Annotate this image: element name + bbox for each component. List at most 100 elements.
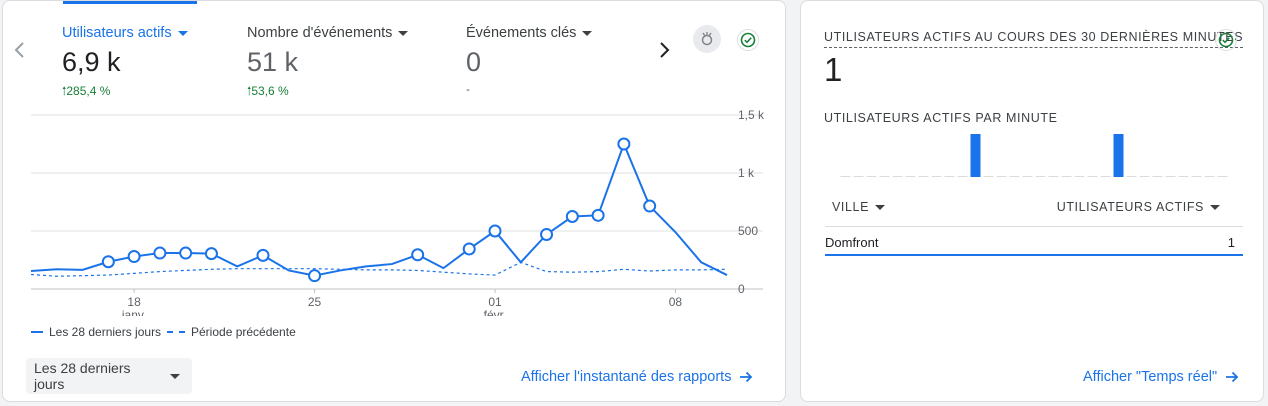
series-previous-line — [30, 261, 728, 277]
minute-bar — [1178, 176, 1189, 177]
data-point — [540, 227, 554, 241]
x-tick-sublabel: janv. — [121, 308, 146, 316]
minute-bar — [853, 176, 864, 177]
legend-previous: Période précédente — [167, 325, 296, 339]
metric-label[interactable]: Événements clés — [466, 25, 593, 41]
minute-bar — [1061, 176, 1072, 177]
data-point — [488, 224, 502, 238]
metric-name: Événements clés — [466, 25, 577, 41]
minute-bar — [1191, 176, 1202, 177]
insights-icon[interactable] — [693, 25, 721, 53]
table-divider — [825, 226, 1243, 227]
x-tick-label: 08 — [669, 295, 683, 309]
metric-name: Utilisateurs actifs — [62, 25, 172, 41]
metric-label[interactable]: Nombre d'événements — [247, 25, 409, 41]
view-snapshot-link[interactable]: Afficher l'instantané des rapports — [521, 369, 753, 385]
check-circle-icon[interactable] — [737, 29, 759, 51]
minute-bar — [1048, 176, 1059, 177]
chevron-left-icon[interactable] — [13, 39, 27, 65]
legend-solid-swatch — [31, 331, 43, 333]
x-tick-label: 25 — [308, 295, 322, 309]
minute-bar — [983, 176, 994, 177]
delta-value: 285,4 % — [66, 84, 111, 98]
arrow-up-icon: 🠑 — [247, 84, 252, 98]
active-metric-indicator — [63, 1, 197, 4]
minute-bar — [1165, 176, 1176, 177]
y-tick-label: 0 — [738, 282, 745, 296]
metric-value: 51 k — [247, 47, 299, 77]
column-header-active-users[interactable]: UTILISATEURS ACTIFS — [1057, 200, 1220, 214]
minute-bar — [1087, 176, 1098, 177]
data-point — [256, 248, 270, 262]
y-tick-label: 1,5 k — [738, 108, 765, 122]
minute-bar — [1022, 176, 1033, 177]
minute-bar — [1139, 176, 1150, 177]
column-city-label: VILLE — [832, 200, 870, 214]
arrow-right-icon — [1226, 371, 1239, 383]
data-point — [462, 242, 476, 256]
arrow-up-icon: 🠑 — [62, 84, 67, 98]
caret-down-icon — [1210, 204, 1220, 210]
metric-delta: 🠑53,6 % — [247, 82, 408, 103]
data-point — [591, 208, 605, 222]
metric-key-events[interactable]: Événements clés 0 - — [466, 25, 593, 96]
date-range-label: Les 28 derniers jours — [34, 360, 131, 392]
snapshot-link-label: Afficher l'instantané des rapports — [521, 369, 732, 385]
data-point — [411, 248, 425, 262]
minute-bar — [1074, 176, 1085, 177]
y-tick-label: 500 — [738, 224, 758, 238]
metric-label[interactable]: Utilisateurs actifs — [62, 25, 188, 41]
minute-bar — [931, 176, 942, 177]
caret-down-icon — [398, 30, 409, 36]
realtime-title[interactable]: UTILISATEURS ACTIFS AU COURS DES 30 DERN… — [824, 30, 1244, 48]
date-range-dropdown[interactable]: Les 28 derniers jours — [26, 358, 192, 394]
caret-down-icon — [875, 204, 886, 210]
realtime-card: UTILISATEURS ACTIFS AU COURS DES 30 DERN… — [800, 0, 1264, 402]
data-point — [617, 137, 631, 151]
view-realtime-link[interactable]: Afficher "Temps réel" — [1083, 369, 1239, 385]
delta-value: 53,6 % — [251, 84, 289, 98]
minute-bar — [918, 176, 929, 177]
metric-active-users[interactable]: Utilisateurs actifs 6,9 k 🠑285,4 % — [62, 25, 188, 103]
metric-delta: 🠑285,4 % — [62, 82, 188, 103]
caret-down-icon — [170, 373, 180, 379]
metric-value: 0 — [466, 47, 482, 77]
minute-bar — [970, 134, 981, 177]
data-point — [127, 250, 141, 264]
series-current-line — [30, 141, 728, 277]
check-circle-icon[interactable] — [1215, 29, 1237, 51]
chevron-right-icon[interactable] — [658, 41, 670, 64]
table-row[interactable]: Domfront 1 — [825, 227, 1243, 256]
minute-bar — [1009, 176, 1020, 177]
y-tick-label: 1 k — [738, 166, 755, 180]
metric-name: Nombre d'événements — [247, 25, 393, 41]
minute-bar — [957, 176, 968, 177]
legend-current-label: Les 28 derniers jours — [49, 325, 162, 339]
arrow-right-icon — [740, 371, 753, 383]
minute-bar — [905, 176, 916, 177]
minute-bar — [1100, 176, 1111, 177]
legend-dashed-swatch — [167, 331, 185, 333]
overview-card: Utilisateurs actifs 6,9 k 🠑285,4 % Nombr… — [2, 0, 786, 402]
minute-bar — [1035, 176, 1046, 177]
data-point — [643, 199, 657, 213]
city-cell: Domfront — [825, 235, 879, 250]
data-point — [153, 246, 167, 260]
data-point — [308, 269, 322, 283]
users-cell: 1 — [1227, 235, 1235, 250]
data-point — [565, 210, 579, 223]
minute-bar — [1126, 176, 1137, 177]
minute-bar — [879, 176, 890, 177]
minute-bar — [892, 176, 903, 177]
legend-current: Les 28 derniers jours — [31, 325, 161, 339]
minute-bar — [1152, 176, 1163, 177]
metric-value: 6,9 k — [62, 47, 121, 77]
legend-previous-label: Période précédente — [191, 325, 296, 339]
x-tick-label: 18 — [127, 295, 141, 309]
metric-event-count[interactable]: Nombre d'événements 51 k 🠑53,6 % — [247, 25, 409, 103]
column-header-city[interactable]: VILLE — [832, 200, 886, 214]
per-minute-bar-chart — [840, 134, 1228, 177]
data-point — [101, 255, 115, 269]
data-point — [204, 247, 218, 261]
